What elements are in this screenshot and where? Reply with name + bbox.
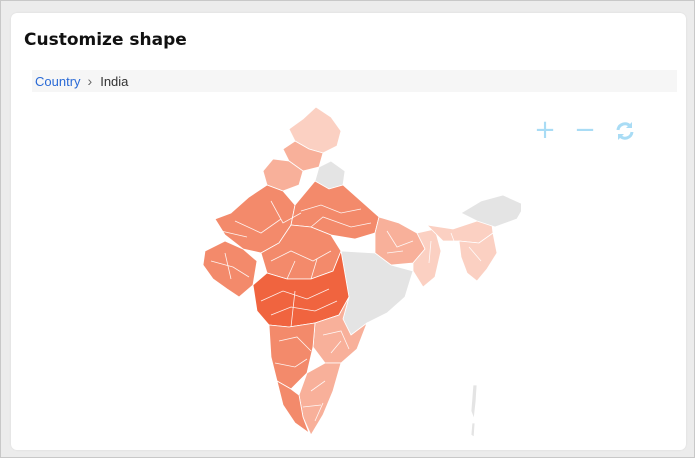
chevron-right-icon: ›	[87, 73, 93, 89]
region-kerala[interactable]	[276, 380, 310, 435]
india-map[interactable]	[191, 101, 526, 441]
breadcrumb-current: India	[100, 73, 129, 89]
map-card: Customize shape Country › India + −	[11, 13, 686, 450]
refresh-icon-glyph	[616, 122, 634, 140]
breadcrumb: Country › India	[32, 70, 677, 92]
card-title: Customize shape	[24, 30, 187, 50]
region-north-kashmir[interactable]	[288, 106, 342, 154]
breadcrumb-country-link[interactable]: Country	[35, 73, 81, 89]
map-controls: + −	[533, 115, 643, 145]
region-punjab[interactable]	[262, 158, 304, 192]
india-map-svg[interactable]	[191, 101, 526, 441]
region-gujarat[interactable]	[202, 240, 258, 298]
minus-icon[interactable]: −	[574, 115, 596, 145]
district-borders	[210, 200, 482, 422]
region-telangana[interactable]	[312, 296, 368, 364]
region-arunachal[interactable]	[460, 194, 526, 228]
region-andaman[interactable]	[470, 384, 478, 420]
region-andaman-south[interactable]	[470, 422, 476, 438]
region-west-bengal[interactable]	[412, 228, 442, 288]
refresh-icon[interactable]	[613, 119, 637, 143]
plus-icon[interactable]: +	[534, 115, 556, 145]
